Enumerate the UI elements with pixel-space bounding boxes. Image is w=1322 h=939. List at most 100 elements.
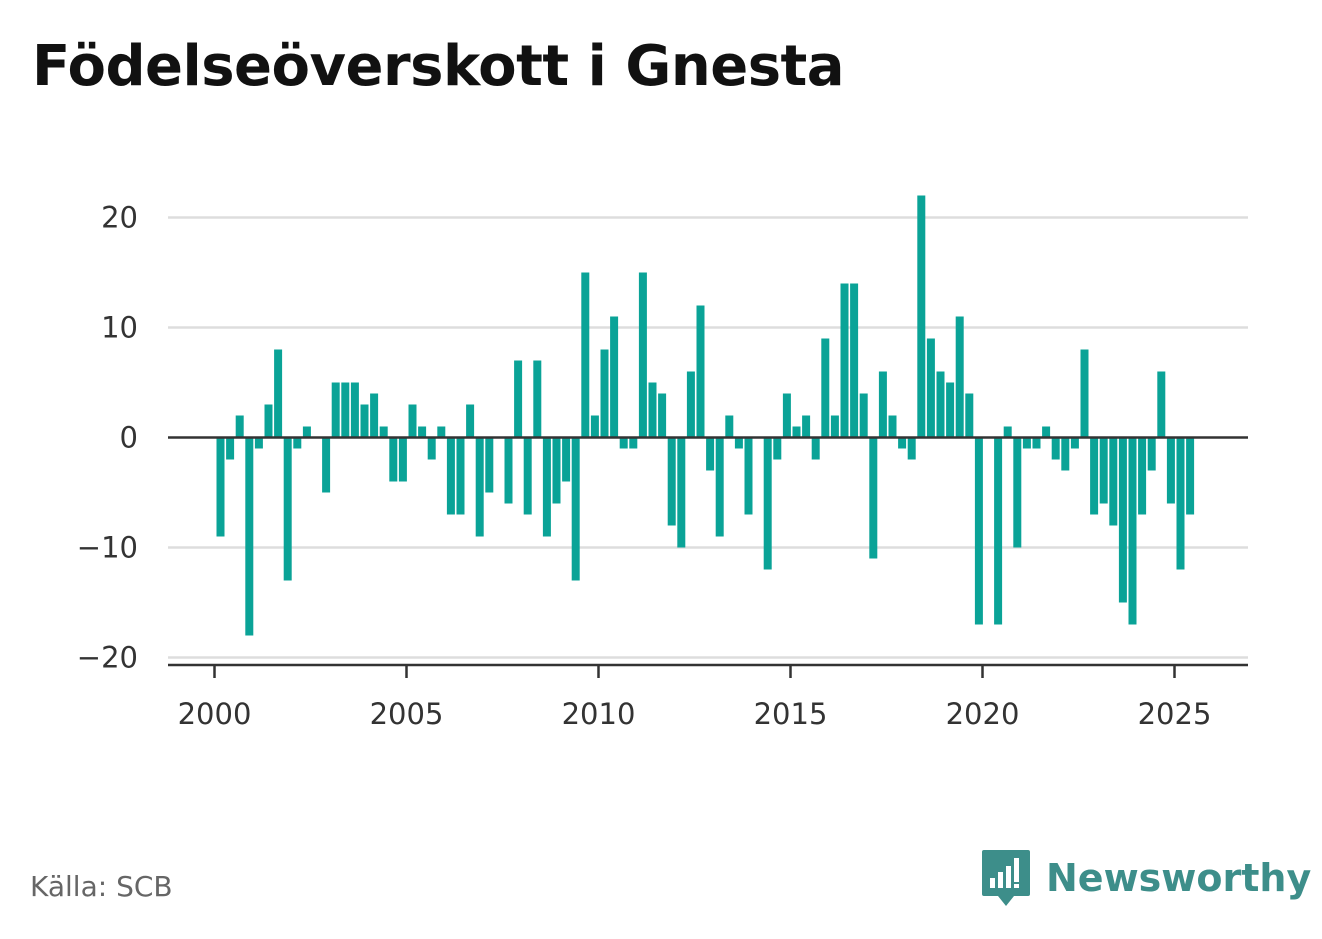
bar [725,415,734,438]
y-tick-label: −10 [77,531,138,565]
bar [888,415,897,438]
bar [859,393,868,438]
bar [840,283,849,438]
bar [974,437,983,625]
bar [283,437,292,581]
bar [302,426,311,438]
bar [466,404,475,438]
bar [946,382,955,438]
bar [936,371,945,438]
bar [648,382,657,438]
bar [619,437,628,449]
bar [370,393,379,438]
bar [341,382,350,438]
bar [792,426,801,438]
source-note: Källa: SCB [30,870,173,903]
bar [571,437,580,581]
brand-logo[interactable]: Newsworthy [980,848,1311,908]
bar [782,393,791,438]
bar [1118,437,1127,603]
bar [1003,426,1012,438]
bar [658,393,667,438]
bar [523,437,532,515]
bar [821,338,830,438]
bar [994,437,1003,625]
bar [898,437,907,449]
bar [1070,437,1079,449]
bar [235,415,244,438]
bar [1138,437,1147,515]
bar [475,437,484,537]
bar [350,382,359,438]
bar [1186,437,1195,515]
bar [226,437,235,460]
bar [734,437,743,449]
bar [245,437,254,636]
bar [1128,437,1137,625]
bar [427,437,436,460]
bar [802,415,811,438]
bar [744,437,753,515]
bar [667,437,676,526]
bar [446,437,455,515]
bar [1099,437,1108,504]
bar [1109,437,1118,526]
bar [600,349,609,438]
bar [379,426,388,438]
bar [850,283,859,438]
bar [917,195,926,438]
y-tick-label: 10 [101,311,138,345]
y-tick-label: −20 [77,641,138,675]
bar [686,371,695,438]
x-tick-label: 2025 [1138,697,1212,731]
bar [485,437,494,493]
bar [1090,437,1099,515]
bar [1032,437,1041,449]
bar [331,382,340,438]
bar [907,437,916,460]
bar [830,415,839,438]
bar [610,316,619,438]
bar [504,437,513,504]
bar [533,360,542,438]
bar [254,437,263,449]
bar [1157,371,1166,438]
bar [514,360,523,438]
bar [715,437,724,537]
bar [1042,426,1051,438]
bar [706,437,715,471]
bar [264,404,273,438]
x-tick-label: 2005 [370,697,444,731]
bar [1013,437,1022,548]
bar [638,272,647,438]
y-tick-label: 20 [101,201,138,235]
bar [398,437,407,482]
bar [1051,437,1060,460]
bar [1080,349,1089,438]
bar [1147,437,1156,471]
bar [1166,437,1175,504]
bar [1176,437,1185,570]
bar [581,272,590,438]
bar [322,437,331,493]
bar [869,437,878,559]
bar [437,426,446,438]
newsworthy-logo-icon [982,850,1030,906]
bar [696,305,705,438]
x-tick-label: 2010 [562,697,636,731]
chart-title: Födelseöverskott i Gnesta [32,34,845,99]
x-tick-label: 2000 [178,697,252,731]
bar [965,393,974,438]
bar [878,371,887,438]
x-tick-label: 2015 [754,697,828,731]
bar [293,437,302,449]
bar [389,437,398,482]
bar [926,338,935,438]
y-tick-label: 0 [120,421,138,455]
brand-name: Newsworthy [1046,856,1312,900]
bar [590,415,599,438]
bar [408,404,417,438]
bar [216,437,225,537]
bar [1061,437,1070,471]
